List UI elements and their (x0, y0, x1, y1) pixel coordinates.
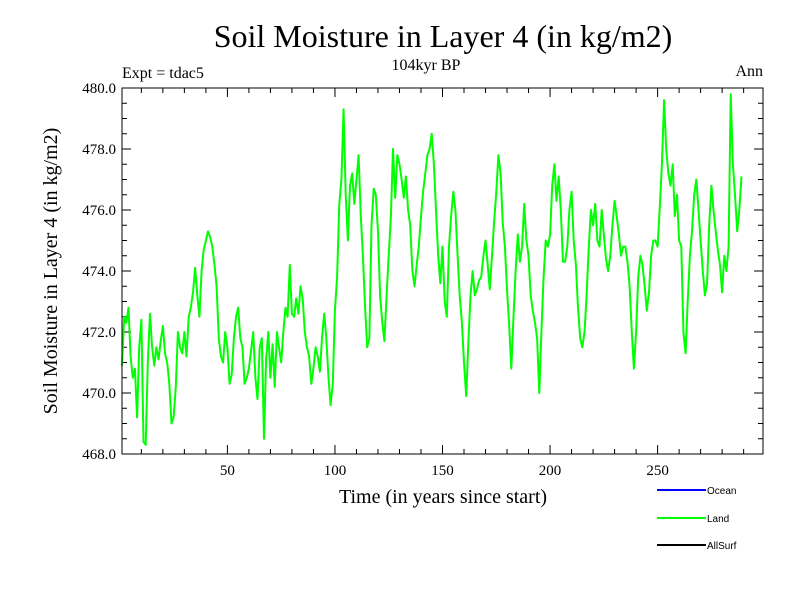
experiment-label: Expt = tdac5 (122, 65, 204, 82)
x-tick-label: 250 (646, 463, 669, 479)
plot-frame (121, 87, 764, 455)
series-lines (121, 93, 743, 446)
x-tick-label: 200 (539, 463, 562, 479)
y-tick-label: 468.0 (82, 447, 116, 463)
x-tick-label: 100 (324, 463, 347, 479)
legend-label-land: Land (707, 514, 729, 525)
y-tick-label: 476.0 (82, 203, 116, 219)
period-label: Ann (735, 63, 763, 80)
y-tick-label: 478.0 (82, 142, 116, 158)
chart-title: Soil Moisture in Layer 4 (in kg/m2) (214, 18, 673, 54)
chart-subtitle: 104kyr BP (392, 57, 461, 74)
legend-label-allsurf: AllSurf (707, 541, 737, 552)
legend: Ocean Land AllSurf (657, 486, 737, 552)
y-ticks: 468.0 470.0 472.0 474.0 476.0 478.0 480.0 (82, 81, 763, 463)
x-tick-label: 50 (220, 463, 235, 479)
series-line-land (121, 93, 743, 446)
y-tick-label: 472.0 (82, 325, 116, 341)
y-tick-label: 474.0 (82, 264, 116, 280)
y-tick-label: 480.0 (82, 81, 116, 97)
x-ticks: 50 100 150 200 250 (140, 88, 745, 479)
legend-label-ocean: Ocean (707, 486, 736, 497)
y-axis-label: Soil Moisture in Layer 4 (in kg/m2) (40, 128, 62, 415)
x-tick-label: 150 (431, 463, 454, 479)
x-axis-label: Time (in years since start) (339, 486, 547, 508)
y-tick-label: 470.0 (82, 386, 116, 402)
